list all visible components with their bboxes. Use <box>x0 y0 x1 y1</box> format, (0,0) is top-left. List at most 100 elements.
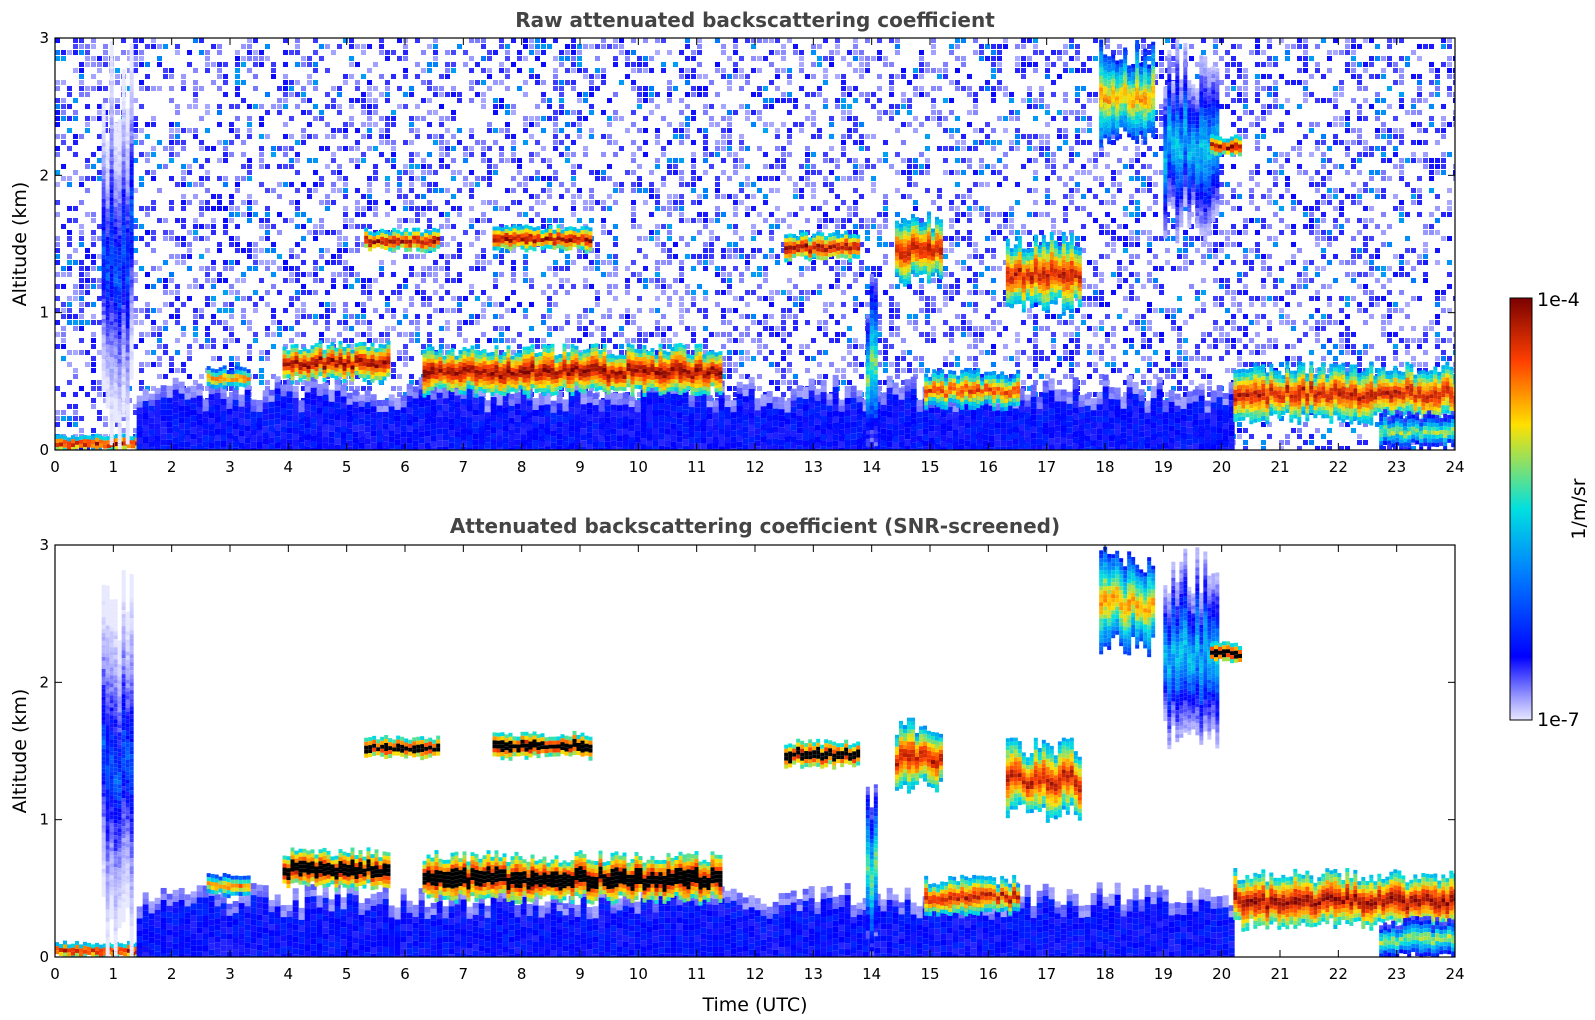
noise-cell <box>421 206 426 211</box>
noise-cell <box>559 92 564 97</box>
noise-cell <box>841 146 846 151</box>
noise-cell <box>151 38 156 43</box>
noise-cell <box>841 104 846 109</box>
noise-cell <box>505 74 510 79</box>
noise-cell <box>751 206 756 211</box>
noise-cell <box>265 218 270 223</box>
noise-cell <box>739 314 744 319</box>
noise-cell <box>973 128 978 133</box>
noise-cell <box>913 314 918 319</box>
noise-cell <box>991 98 996 103</box>
noise-cell <box>499 62 504 67</box>
noise-cell <box>949 272 954 277</box>
noise-cell <box>1087 188 1092 193</box>
noise-cell <box>283 104 288 109</box>
noise-cell <box>823 200 828 205</box>
noise-cell <box>175 254 180 259</box>
noise-cell <box>841 332 846 337</box>
noise-cell <box>883 242 888 247</box>
noise-cell <box>571 170 576 175</box>
noise-cell <box>241 200 246 205</box>
noise-cell <box>559 104 564 109</box>
noise-cell <box>259 374 264 379</box>
noise-cell <box>733 158 738 163</box>
noise-cell <box>133 116 138 121</box>
noise-cell <box>535 116 540 121</box>
noise-cell <box>91 236 96 241</box>
noise-cell <box>355 206 360 211</box>
noise-cell <box>61 266 66 271</box>
noise-cell <box>319 218 324 223</box>
noise-cell <box>655 104 660 109</box>
noise-cell <box>715 236 720 241</box>
noise-cell <box>439 296 444 301</box>
noise-cell <box>259 134 264 139</box>
noise-cell <box>325 326 330 331</box>
noise-cell <box>97 416 102 421</box>
noise-cell <box>529 50 534 55</box>
noise-cell <box>493 50 498 55</box>
noise-cell <box>97 158 102 163</box>
noise-cell <box>847 158 852 163</box>
noise-cell <box>451 170 456 175</box>
noise-cell <box>565 314 570 319</box>
noise-cell <box>439 212 444 217</box>
noise-cell <box>841 380 846 385</box>
noise-cell <box>55 308 60 313</box>
noise-cell <box>1063 68 1068 73</box>
noise-cell <box>1021 380 1026 385</box>
noise-cell <box>91 116 96 121</box>
noise-cell <box>889 308 894 313</box>
noise-cell <box>223 308 228 313</box>
noise-cell <box>787 362 792 367</box>
noise-cell <box>163 44 168 49</box>
noise-cell <box>241 80 246 85</box>
noise-cell <box>979 326 984 331</box>
noise-cell <box>187 200 192 205</box>
noise-cell <box>523 260 528 265</box>
noise-cell <box>445 224 450 229</box>
noise-cell <box>367 80 372 85</box>
noise-cell <box>955 278 960 283</box>
noise-cell <box>253 248 258 253</box>
noise-cell <box>451 68 456 73</box>
noise-cell <box>739 248 744 253</box>
noise-cell <box>181 260 186 265</box>
noise-cell <box>277 104 282 109</box>
noise-cell <box>229 386 234 391</box>
noise-cell <box>685 128 690 133</box>
noise-cell <box>151 146 156 151</box>
noise-cell <box>205 68 210 73</box>
noise-cell <box>499 98 504 103</box>
noise-cell <box>757 230 762 235</box>
noise-cell <box>157 278 162 283</box>
noise-cell <box>889 116 894 121</box>
noise-cell <box>541 248 546 253</box>
noise-cell <box>763 278 768 283</box>
noise-cell <box>511 104 516 109</box>
panel-raw: Raw attenuated backscattering coefficien… <box>9 8 1465 476</box>
noise-cell <box>457 44 462 49</box>
noise-cell <box>703 134 708 139</box>
noise-cell <box>1057 50 1062 55</box>
noise-cell <box>523 80 528 85</box>
noise-cell <box>433 134 438 139</box>
noise-cell <box>553 128 558 133</box>
noise-cell <box>667 158 672 163</box>
noise-cell <box>877 362 882 367</box>
noise-cell <box>343 278 348 283</box>
noise-cell <box>475 236 480 241</box>
noise-cell <box>907 182 912 187</box>
noise-cell <box>559 326 564 331</box>
noise-cell <box>259 50 264 55</box>
panel-raw-heatmap <box>55 38 1455 450</box>
noise-cell <box>1051 152 1056 157</box>
noise-cell <box>79 92 84 97</box>
noise-cell <box>511 290 516 295</box>
noise-cell <box>157 356 162 361</box>
noise-cell <box>445 200 450 205</box>
noise-cell <box>619 182 624 187</box>
noise-cell <box>541 116 546 121</box>
noise-cell <box>781 308 786 313</box>
noise-cell <box>1069 158 1074 163</box>
